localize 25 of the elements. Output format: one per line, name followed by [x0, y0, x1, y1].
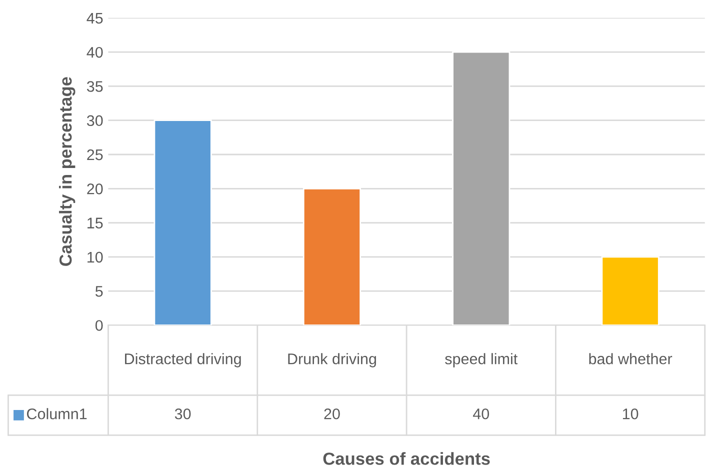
- y-tick-label: 40: [86, 46, 103, 58]
- bar: [302, 188, 362, 326]
- bar: [452, 51, 510, 326]
- y-tick-label: 5: [95, 286, 103, 297]
- x-tick-label: bad whether: [589, 353, 672, 364]
- x-tick-label: speed limit: [445, 353, 518, 368]
- y-tick-label: 10: [88, 252, 103, 263]
- bar: [601, 256, 660, 326]
- data-label: 30: [174, 408, 191, 420]
- y-tick-label: 25: [87, 149, 103, 160]
- y-tick-label: 20: [87, 184, 103, 194]
- bar: [154, 120, 212, 326]
- y-tick-label: 30: [86, 115, 103, 126]
- y-tick-label: 35: [86, 81, 103, 92]
- y-tick-label: 45: [86, 12, 103, 24]
- data-label: 10: [622, 408, 638, 420]
- legend-label: Column1: [27, 408, 87, 420]
- data-label: 40: [472, 408, 490, 420]
- data-label: 20: [324, 408, 340, 420]
- x-axis-title: Causes of accidents: [323, 452, 490, 465]
- y-axis-title: Casualty in percentage: [59, 77, 76, 266]
- y-tick-label: 0: [95, 320, 103, 331]
- x-tick-label: Drunk driving: [288, 353, 376, 368]
- y-tick-label: 15: [88, 218, 103, 228]
- x-tick-label: Distracted driving: [125, 353, 241, 368]
